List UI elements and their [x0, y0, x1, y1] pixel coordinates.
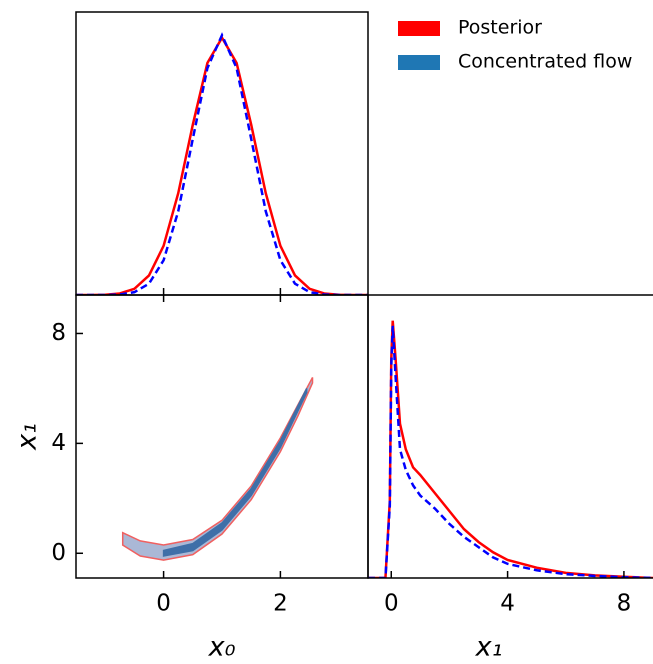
y-axis-label: x₁: [12, 423, 43, 451]
plot-area: [368, 320, 653, 578]
legend-swatch: [398, 55, 440, 70]
x-tick-label: 4: [500, 591, 515, 617]
density-line: [368, 320, 653, 578]
x-tick-label: 8: [617, 591, 632, 617]
y-tick-label: 8: [51, 320, 66, 346]
y-tick-label: 4: [51, 430, 66, 456]
x-tick-label: 2: [273, 591, 288, 617]
x-axis-label: x₁: [475, 632, 503, 663]
contour: [121, 377, 314, 561]
x-tick-label: 0: [384, 591, 399, 617]
legend-label: Concentrated flow: [458, 51, 632, 73]
axes-frame: [75, 294, 369, 579]
x-axis-label: x₀: [208, 632, 236, 663]
density-line: [76, 35, 368, 295]
density-line: [76, 32, 368, 295]
plot-area: [121, 377, 314, 561]
legend-swatch: [398, 21, 440, 36]
y-tick-label: 0: [51, 540, 66, 566]
axes-frame: [367, 294, 653, 579]
density-line: [368, 325, 653, 578]
contour: [162, 388, 308, 557]
x-tick-label: 0: [156, 591, 171, 617]
axes-frame: [75, 11, 369, 296]
plot-area: [76, 32, 368, 295]
legend-label: Posterior: [458, 17, 542, 39]
